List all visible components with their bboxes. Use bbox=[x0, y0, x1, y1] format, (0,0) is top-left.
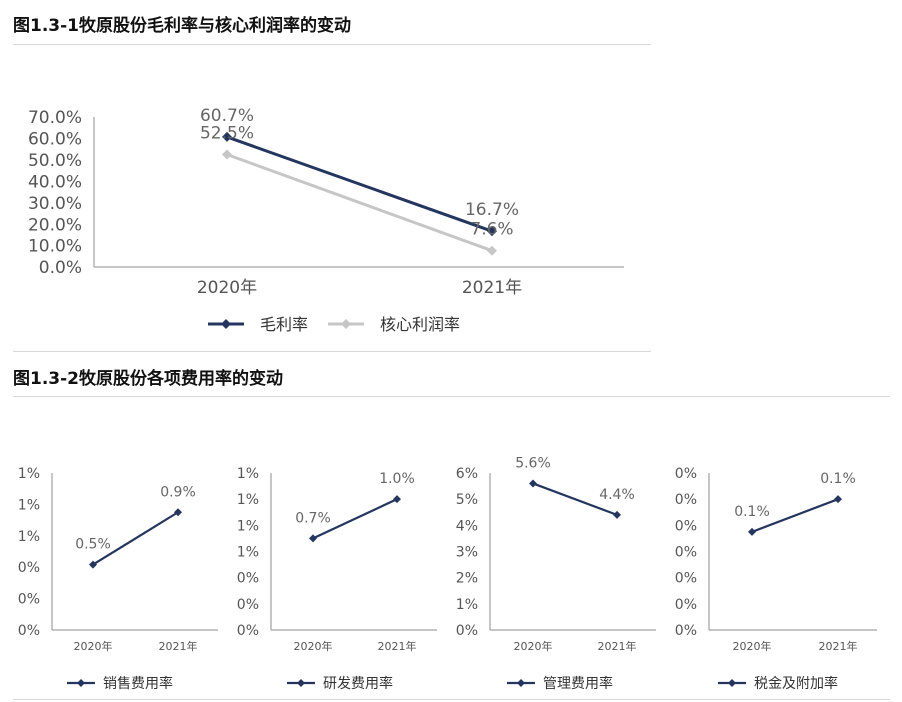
chart-1-data-label: 7.6% bbox=[470, 220, 513, 240]
chart-2-y-tick-label: 0% bbox=[18, 592, 40, 608]
figure-1-title: 图1.3-1牧原股份毛利率与核心利润率的变动 bbox=[13, 16, 351, 36]
chart-1-data-label: 52.5% bbox=[200, 124, 254, 144]
chart-1-y-tick-label: 20.0% bbox=[28, 215, 82, 235]
chart-4-data-point bbox=[613, 510, 621, 519]
chart-4-legend-marker bbox=[517, 679, 525, 687]
chart-5-legend-marker bbox=[728, 679, 736, 687]
chart-3-data-label: 0.7% bbox=[295, 510, 331, 526]
chart-4-y-tick-label: 6% bbox=[456, 466, 478, 482]
title-2-divider bbox=[13, 396, 890, 397]
chart-5-y-tick-label: 0% bbox=[675, 518, 697, 534]
chart-4-y-tick-label: 0% bbox=[456, 623, 478, 639]
chart-2-legend-label: 销售费用率 bbox=[103, 675, 173, 692]
chart-5-category-label: 2020年 bbox=[733, 639, 772, 653]
chart-5-y-tick-label: 0% bbox=[675, 597, 697, 613]
chart-2-data-label: 0.5% bbox=[75, 537, 111, 553]
chart-2-legend-marker bbox=[77, 679, 85, 687]
chart-5-data-point bbox=[748, 527, 756, 536]
chart-5-series-line bbox=[751, 498, 839, 533]
chart-2-category-label: 2020年 bbox=[74, 639, 113, 653]
chart-1-data-point bbox=[222, 149, 232, 160]
chart-4-series-line bbox=[532, 482, 618, 516]
chart-3-y-tick-label: 0% bbox=[237, 623, 259, 639]
chart-1-data-point bbox=[487, 226, 497, 237]
chart-1-series-line bbox=[226, 135, 493, 233]
chart-1-y-tick-label: 50.0% bbox=[28, 151, 82, 171]
chart-3-y-tick-label: 1% bbox=[237, 545, 259, 561]
chart-5-y-tick-label: 0% bbox=[675, 492, 697, 508]
chart-3-data-point bbox=[393, 495, 401, 504]
chart-3-legend-label: 研发费用率 bbox=[323, 675, 393, 692]
chart-4-category-label: 2020年 bbox=[514, 639, 553, 653]
chart-4-data-point bbox=[529, 479, 537, 488]
chart-4-data-label: 5.6% bbox=[515, 455, 551, 471]
chart-3-y-tick-label: 1% bbox=[237, 518, 259, 534]
chart-3-data-point bbox=[309, 534, 317, 543]
chart-3-category-label: 2020年 bbox=[294, 639, 333, 653]
chart-3-y-tick-label: 0% bbox=[237, 597, 259, 613]
chart-4-y-tick-label: 5% bbox=[456, 492, 478, 508]
chart-4-y-tick-label: 4% bbox=[456, 518, 478, 534]
chart-1-data-point bbox=[222, 131, 232, 142]
chart-5-legend-label: 税金及附加率 bbox=[754, 675, 838, 692]
chart-1-y-tick-label: 10.0% bbox=[28, 237, 82, 257]
chart-2-data-point bbox=[174, 508, 182, 517]
chart-2-category-label: 2021年 bbox=[159, 639, 198, 653]
chart-1-category-label: 2020年 bbox=[197, 278, 257, 298]
title-1-divider bbox=[13, 44, 651, 45]
chart-2-data-point bbox=[89, 560, 97, 569]
chart-5-y-tick-label: 0% bbox=[675, 545, 697, 561]
chart-1-category-label: 2021年 bbox=[462, 278, 522, 298]
chart-1-y-tick-label: 0.0% bbox=[39, 258, 82, 278]
chart-3-y-tick-label: 0% bbox=[237, 571, 259, 587]
chart-5-data-point bbox=[834, 495, 842, 504]
chart-2-y-tick-label: 1% bbox=[18, 529, 40, 545]
chart-3-data-label: 1.0% bbox=[379, 471, 415, 487]
chart-1-data-label: 16.7% bbox=[465, 200, 519, 220]
chart-1-legend-marker bbox=[341, 319, 351, 329]
chart-3-legend-marker bbox=[297, 679, 305, 687]
chart-1-y-tick-label: 60.0% bbox=[28, 130, 82, 150]
chart-1-legend-label: 核心利润率 bbox=[380, 315, 460, 334]
chart-1-data-point bbox=[487, 245, 497, 256]
chart-4-y-tick-label: 1% bbox=[456, 597, 478, 613]
chart-2-y-tick-label: 0% bbox=[18, 623, 40, 639]
chart-5-category-label: 2021年 bbox=[819, 639, 858, 653]
chart-5-data-label: 0.1% bbox=[820, 471, 856, 487]
chart-5-y-tick-label: 0% bbox=[675, 571, 697, 587]
chart-4-y-tick-label: 3% bbox=[456, 545, 478, 561]
figure-1-bottom-divider bbox=[13, 351, 651, 352]
chart-3-y-tick-label: 1% bbox=[237, 466, 259, 482]
chart-3-y-tick-label: 1% bbox=[237, 492, 259, 508]
chart-4-data-label: 4.4% bbox=[599, 487, 635, 503]
chart-1-legend-marker bbox=[221, 319, 231, 329]
chart-2-y-tick-label: 0% bbox=[18, 560, 40, 576]
chart-4-y-tick-label: 2% bbox=[456, 571, 478, 587]
chart-1-legend-label: 毛利率 bbox=[260, 315, 308, 334]
chart-1-y-tick-label: 70.0% bbox=[28, 108, 82, 128]
chart-1-y-tick-label: 30.0% bbox=[28, 194, 82, 214]
chart-4-legend-label: 管理费用率 bbox=[543, 675, 613, 692]
chart-2-data-label: 0.9% bbox=[160, 484, 196, 500]
chart-5-y-tick-label: 0% bbox=[675, 466, 697, 482]
chart-2-y-tick-label: 1% bbox=[18, 466, 40, 482]
chart-3-series-line bbox=[312, 498, 398, 540]
chart-2-y-tick-label: 1% bbox=[18, 497, 40, 513]
chart-5-data-label: 0.1% bbox=[734, 504, 770, 520]
chart-2-series-line bbox=[92, 511, 179, 566]
chart-4-category-label: 2021年 bbox=[598, 639, 637, 653]
chart-1-data-label: 60.7% bbox=[200, 106, 254, 126]
figure-2-title: 图1.3-2牧原股份各项费用率的变动 bbox=[13, 369, 283, 389]
chart-1-y-tick-label: 40.0% bbox=[28, 172, 82, 192]
chart-3-category-label: 2021年 bbox=[378, 639, 417, 653]
chart-1-series-line bbox=[226, 153, 493, 253]
figure-2-bottom-divider bbox=[13, 699, 890, 700]
chart-5-y-tick-label: 0% bbox=[675, 623, 697, 639]
